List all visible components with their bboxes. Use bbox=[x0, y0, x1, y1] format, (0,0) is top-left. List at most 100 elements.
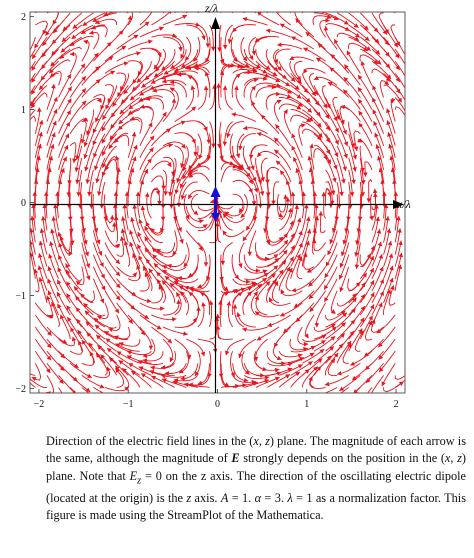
stream-segment bbox=[217, 217, 222, 243]
stream-segment bbox=[278, 350, 303, 358]
stream-arrowhead bbox=[247, 69, 252, 75]
stream-segment bbox=[126, 355, 152, 364]
stream-segment bbox=[337, 362, 361, 375]
caption-text: axis. bbox=[191, 490, 221, 505]
stream-segment bbox=[34, 24, 48, 49]
stream-segment bbox=[95, 97, 106, 123]
stream-segment bbox=[118, 339, 141, 347]
stream-segment bbox=[30, 85, 36, 95]
stream-segment bbox=[242, 12, 245, 14]
stream-arrowhead bbox=[173, 278, 179, 283]
stream-segment bbox=[30, 97, 36, 107]
stream-segment bbox=[163, 36, 182, 52]
stream-arrowhead bbox=[293, 157, 298, 162]
stream-arrowhead bbox=[340, 119, 345, 125]
stream-segment bbox=[381, 363, 396, 387]
stream-arrowhead bbox=[348, 204, 353, 209]
stream-segment bbox=[220, 351, 222, 378]
stream-arrowhead bbox=[151, 375, 157, 381]
stream-arrowhead bbox=[101, 171, 106, 177]
stream-arrowhead bbox=[94, 324, 100, 330]
stream-segment bbox=[325, 97, 338, 122]
stream-arrowhead bbox=[290, 191, 296, 197]
stream-segment bbox=[66, 316, 83, 340]
stream-arrowhead bbox=[137, 360, 143, 365]
stream-segment bbox=[144, 61, 164, 81]
stream-segment bbox=[240, 36, 248, 62]
stream-segment bbox=[174, 36, 185, 59]
stream-segment bbox=[313, 203, 317, 231]
stream-segment bbox=[127, 21, 150, 38]
stream-arrowhead bbox=[32, 54, 37, 59]
stream-segment bbox=[58, 387, 63, 393]
stream-arrowhead bbox=[31, 77, 36, 83]
stream-segment bbox=[325, 133, 339, 158]
stream-segment bbox=[46, 143, 54, 171]
stream-segment bbox=[115, 343, 140, 352]
stream-segment bbox=[255, 60, 278, 77]
stream-arrowhead bbox=[50, 228, 55, 234]
stream-segment bbox=[173, 194, 177, 221]
stream-arrowhead bbox=[71, 34, 77, 39]
stream-segment bbox=[319, 211, 326, 233]
stream-arrowhead bbox=[366, 378, 371, 383]
stream-arrowhead bbox=[340, 251, 346, 257]
stream-arrowhead bbox=[118, 360, 124, 365]
stream-arrowhead bbox=[305, 32, 311, 37]
stream-segment bbox=[34, 314, 52, 336]
stream-segment bbox=[219, 300, 222, 328]
stream-arrowhead bbox=[104, 331, 110, 336]
stream-arrowhead bbox=[360, 167, 365, 173]
stream-segment bbox=[127, 314, 146, 336]
stream-arrowhead bbox=[266, 204, 272, 209]
stream-segment bbox=[325, 333, 345, 352]
stream-arrowhead bbox=[387, 241, 393, 246]
stream-segment bbox=[222, 230, 245, 238]
stream-arrowhead bbox=[251, 379, 256, 385]
stream-segment bbox=[163, 299, 180, 316]
stream-segment bbox=[173, 375, 199, 382]
stream-segment bbox=[161, 72, 187, 80]
stream-arrowhead bbox=[372, 85, 377, 91]
stream-segment bbox=[162, 98, 175, 122]
stream-segment bbox=[250, 291, 259, 316]
stream-segment bbox=[151, 314, 177, 321]
stream-arrowhead bbox=[343, 153, 348, 159]
stream-segment bbox=[186, 66, 210, 74]
stream-arrowhead bbox=[191, 106, 196, 112]
stream-segment bbox=[81, 194, 83, 221]
stream-arrowhead bbox=[144, 247, 150, 253]
stream-arrowhead bbox=[305, 117, 311, 123]
stream-segment bbox=[127, 156, 137, 183]
stream-arrowhead bbox=[222, 230, 228, 236]
stream-arrowhead bbox=[31, 65, 36, 71]
stream-arrowhead bbox=[285, 197, 291, 202]
stream-arrowhead bbox=[321, 191, 327, 197]
stream-arrowhead bbox=[203, 262, 209, 267]
stream-segment bbox=[160, 374, 187, 378]
stream-segment bbox=[66, 305, 83, 328]
field-line-figure: x/λ z/λ −2 −1 0 1 2 210−1−2 bbox=[15, 1, 411, 410]
stream-arrowhead bbox=[317, 135, 322, 141]
stream-arrowhead bbox=[273, 254, 279, 259]
stream-segment bbox=[69, 362, 92, 379]
stream-segment bbox=[103, 194, 108, 221]
stream-arrowhead bbox=[49, 241, 54, 246]
stream-arrowhead bbox=[378, 254, 383, 259]
stream-segment bbox=[122, 216, 129, 243]
stream-segment bbox=[173, 60, 199, 72]
stream-segment bbox=[325, 145, 338, 170]
stream-arrowhead bbox=[169, 80, 175, 85]
stream-arrowhead bbox=[234, 274, 240, 280]
stream-arrowhead bbox=[288, 207, 293, 213]
stream-arrowhead bbox=[358, 110, 363, 116]
stream-arrowhead bbox=[378, 354, 384, 360]
stream-arrowhead bbox=[334, 152, 339, 158]
stream-segment bbox=[378, 12, 390, 34]
stream-segment bbox=[375, 144, 385, 171]
stream-arrowhead bbox=[276, 83, 281, 88]
stream-segment bbox=[261, 157, 268, 182]
stream-arrowhead bbox=[50, 72, 55, 78]
stream-arrowhead bbox=[150, 79, 156, 84]
stream-segment bbox=[81, 374, 105, 389]
